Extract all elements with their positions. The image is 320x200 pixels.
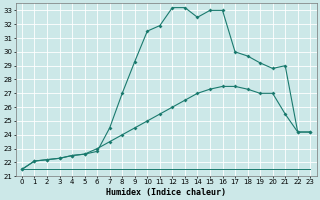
- X-axis label: Humidex (Indice chaleur): Humidex (Indice chaleur): [106, 188, 226, 197]
